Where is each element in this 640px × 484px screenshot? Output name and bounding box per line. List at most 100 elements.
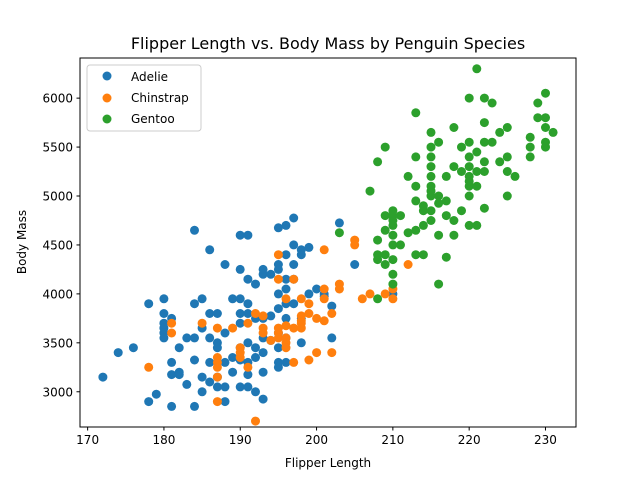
data-point xyxy=(479,203,489,213)
data-point xyxy=(243,230,253,240)
data-point xyxy=(312,284,322,294)
data-point xyxy=(228,353,238,362)
y-tick-label: 5500 xyxy=(42,141,73,155)
data-point xyxy=(479,157,489,167)
data-point xyxy=(235,264,245,274)
data-point xyxy=(205,377,215,387)
data-point xyxy=(373,157,383,167)
data-point xyxy=(457,206,466,216)
data-point xyxy=(334,284,344,294)
data-point xyxy=(128,343,138,353)
data-point xyxy=(426,152,436,162)
y-axis-label: Body Mass xyxy=(15,210,29,274)
x-tick-label: 230 xyxy=(534,433,557,447)
data-point xyxy=(434,230,444,240)
data-point xyxy=(418,201,428,211)
data-point xyxy=(472,147,482,157)
data-point xyxy=(434,279,444,289)
data-point xyxy=(426,127,436,137)
data-point xyxy=(365,289,375,299)
data-point xyxy=(212,343,222,353)
data-point xyxy=(464,93,474,103)
data-point xyxy=(319,284,329,294)
data-point xyxy=(289,240,299,250)
data-point xyxy=(434,137,444,147)
data-point xyxy=(487,98,497,108)
data-point xyxy=(327,348,337,358)
data-point xyxy=(205,245,215,255)
data-point xyxy=(411,152,421,162)
data-point xyxy=(258,264,268,274)
data-point xyxy=(418,220,428,230)
data-point xyxy=(144,397,154,407)
data-point xyxy=(258,394,268,404)
data-point xyxy=(281,343,291,353)
data-point xyxy=(388,279,398,289)
data-point xyxy=(235,294,245,304)
data-point xyxy=(388,255,398,265)
data-point xyxy=(426,142,436,152)
data-point xyxy=(273,264,283,274)
data-point xyxy=(472,220,482,230)
data-point xyxy=(197,387,207,397)
data-point xyxy=(167,401,177,411)
data-point xyxy=(243,382,253,392)
data-point xyxy=(373,250,383,260)
data-point xyxy=(273,343,283,353)
data-point xyxy=(350,260,360,269)
data-point xyxy=(403,228,413,238)
data-point xyxy=(235,353,245,362)
data-point xyxy=(464,162,474,172)
data-point xyxy=(182,379,192,389)
data-point xyxy=(472,167,482,176)
data-point xyxy=(373,235,383,245)
data-point xyxy=(418,250,428,260)
data-point xyxy=(426,216,436,225)
data-point xyxy=(144,299,154,309)
data-point xyxy=(319,294,329,304)
data-point xyxy=(273,289,283,299)
x-tick-label: 180 xyxy=(152,433,175,447)
data-point xyxy=(281,357,291,367)
data-point xyxy=(235,230,245,240)
data-point xyxy=(281,284,291,294)
data-point xyxy=(167,318,177,328)
data-point xyxy=(441,252,451,262)
data-point xyxy=(449,230,459,240)
data-point xyxy=(190,225,199,235)
data-point xyxy=(327,301,337,311)
data-point xyxy=(304,309,314,318)
chart-title: Flipper Length vs. Body Mass by Penguin … xyxy=(131,34,525,53)
data-point xyxy=(251,387,260,397)
data-point xyxy=(159,309,169,318)
data-point xyxy=(434,191,444,201)
data-point xyxy=(502,152,512,162)
data-point xyxy=(464,171,474,181)
legend-label-chinstrap: Chinstrap xyxy=(131,91,189,105)
data-point xyxy=(510,171,520,181)
data-point xyxy=(281,220,291,230)
data-point xyxy=(411,196,421,206)
y-tick-label: 3000 xyxy=(42,385,73,399)
data-point xyxy=(220,328,230,338)
data-point xyxy=(411,108,421,118)
data-point xyxy=(479,93,489,103)
legend-box xyxy=(86,64,202,132)
data-point xyxy=(388,230,398,240)
data-point xyxy=(457,142,466,152)
x-tick-label: 220 xyxy=(458,433,481,447)
data-point xyxy=(441,196,451,206)
data-point xyxy=(197,294,207,304)
data-point xyxy=(457,167,466,176)
data-point xyxy=(479,118,489,128)
data-point xyxy=(319,316,329,326)
data-point xyxy=(258,328,268,338)
data-point xyxy=(380,250,390,260)
data-point xyxy=(403,171,413,181)
data-point xyxy=(266,335,276,345)
data-point xyxy=(251,416,260,426)
legend-label-gentoo: Gentoo xyxy=(131,112,175,126)
x-tick-label: 210 xyxy=(381,433,404,447)
data-point xyxy=(296,294,306,304)
